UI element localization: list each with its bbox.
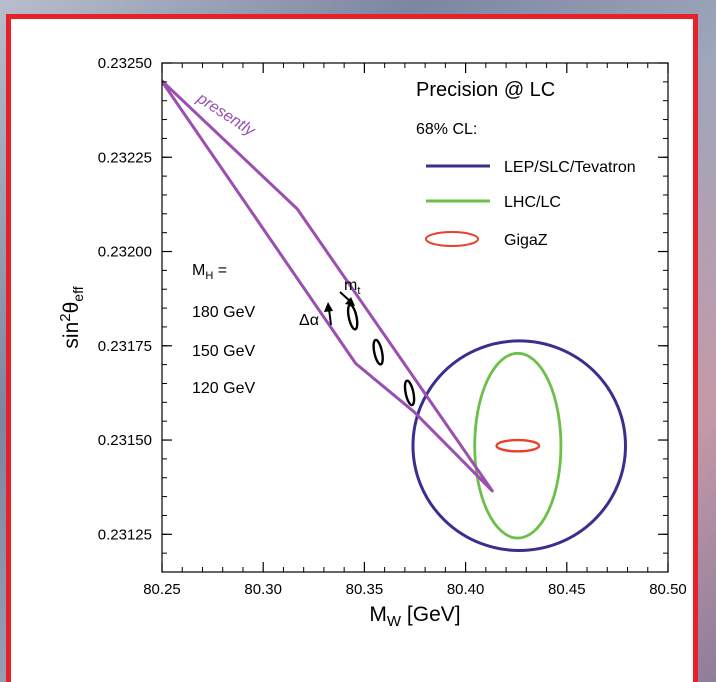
- annotation-mt: mt: [344, 277, 360, 297]
- x-tick-label: 80.35: [346, 581, 384, 598]
- arrow-delta-alpha-shaft: [328, 308, 332, 326]
- annotation-mh-value-120: 120 GeV: [192, 380, 255, 397]
- x-axis-title-main: M: [369, 603, 387, 626]
- y-tick-label: 0.23250: [98, 55, 152, 72]
- chart-frame: [6, 14, 698, 682]
- y-tick-label: 0.23225: [98, 149, 152, 166]
- ellipse-gigaz: [495, 438, 541, 453]
- y-tick-label: 0.23175: [98, 338, 152, 355]
- x-tick-label: 80.30: [244, 581, 282, 598]
- y-axis-title: sin2θeff: [57, 286, 86, 348]
- y-tick-label: 0.23125: [98, 526, 152, 543]
- ellipse-lhc-lc: [473, 351, 563, 540]
- arrow-mt-head: [345, 297, 355, 306]
- legend: Precision @ LC 68% CL: LEP/SLC/Tevatron …: [416, 79, 636, 249]
- ellipse-lep-slc-tevatron: [411, 339, 627, 553]
- presently-contour: [162, 78, 494, 493]
- x-tick-label: 80.25: [143, 581, 181, 598]
- legend-label-lep: LEP/SLC/Tevatron: [504, 159, 636, 176]
- y-axis-title-sup: 2: [57, 313, 74, 321]
- legend-subtitle: 68% CL:: [416, 121, 477, 138]
- x-axis-title: MW [GeV]: [369, 603, 460, 630]
- y-tick-label: 0.23200: [98, 244, 152, 261]
- legend-label-lhc: LHC/LC: [504, 194, 561, 211]
- x-tick-label: 80.50: [649, 581, 687, 598]
- annotation-delta-alpha: Δα: [299, 312, 319, 329]
- x-axis-title-unit: [GeV]: [401, 603, 461, 626]
- annotation-mt-sub: t: [357, 285, 360, 297]
- annotation-mh-main: M: [192, 262, 205, 279]
- arrow-delta-alpha-head: [324, 302, 333, 312]
- x-tick-label: 80.45: [548, 581, 586, 598]
- x-axis-title-sub: W: [387, 613, 402, 630]
- annotation-mh: MH =: [192, 262, 227, 282]
- y-tick-label: 0.23150: [98, 432, 152, 449]
- annotation-presently: presently: [193, 90, 258, 141]
- legend-swatch-gigaz: [425, 231, 479, 247]
- arrow-mt-icon: [339, 291, 355, 306]
- annotation-mh-eq: =: [213, 262, 227, 279]
- annotation-mh-sub: H: [205, 270, 213, 282]
- x-tick-label: 80.40: [447, 581, 485, 598]
- y-axis-title-theta: θ: [60, 302, 83, 314]
- small-ellipse-180-gev: [346, 303, 359, 331]
- legend-title: Precision @ LC: [416, 79, 555, 101]
- annotation-mt-main: m: [344, 277, 357, 294]
- legend-label-gigaz: GigaZ: [504, 232, 548, 249]
- y-axis-title-main: sin: [60, 322, 83, 349]
- arrow-delta-alpha-icon: [324, 302, 333, 326]
- small-ellipse-150-gev: [372, 338, 384, 366]
- annotation-mh-value-150: 150 GeV: [192, 343, 255, 360]
- annotation-mh-value-180: 180 GeV: [192, 304, 255, 321]
- y-axis-title-sub: eff: [70, 286, 86, 301]
- small-ellipse-120-gev: [403, 379, 416, 407]
- plot-area: [161, 62, 669, 573]
